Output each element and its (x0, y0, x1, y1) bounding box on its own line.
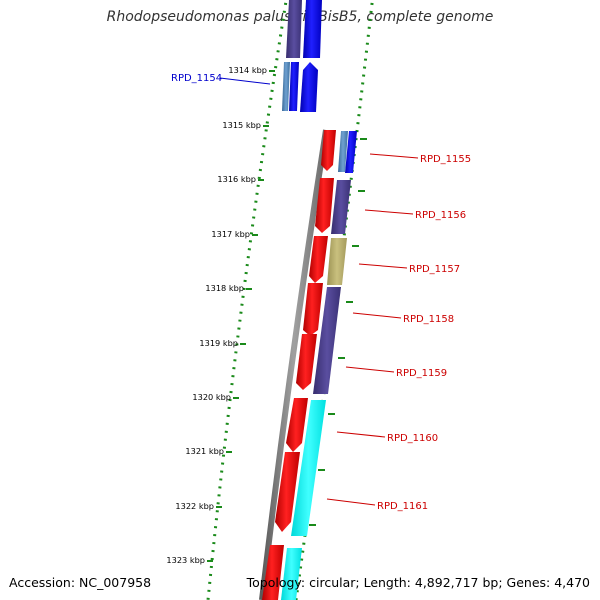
forward-gene-arrow (289, 62, 299, 111)
gene-block-rpd-1158-1159 (296, 283, 341, 394)
gene-label[interactable]: RPD_1156 (415, 210, 466, 221)
gene-label[interactable]: RPD_1157 (409, 264, 460, 275)
kbp-label: 1322 kbp (175, 501, 214, 511)
gene-label[interactable]: RPD_1154 (171, 73, 222, 84)
reverse-gene-arrow (309, 236, 328, 283)
gene-block-rpd-1155 (321, 130, 357, 173)
reverse-gene-arrow (275, 452, 300, 532)
forward-gene-arrow (345, 131, 357, 173)
gene-block-bottom (262, 545, 302, 600)
reverse-gene-arrow (296, 334, 317, 390)
gene-label[interactable]: RPD_1158 (403, 314, 454, 325)
reverse-gene-arrow (321, 130, 336, 171)
gene-label[interactable]: RPD_1159 (396, 368, 447, 379)
reverse-gene-arrow (286, 398, 308, 452)
steel-cog-bar (338, 131, 348, 172)
gene-strip-top (286, 0, 322, 58)
cyan-cog-bar (281, 548, 302, 600)
gene-leader-line (364, 209, 414, 215)
gene-leader-line (345, 366, 395, 373)
gene-label[interactable]: RPD_1155 (420, 154, 471, 165)
reverse-gene-arrow (303, 283, 323, 336)
forward-gene-arrow (303, 0, 322, 58)
gene-leader-line (358, 263, 408, 269)
steel-cog-bar (282, 62, 290, 111)
kbp-label: 1314 kbp (228, 65, 267, 75)
gene-label[interactable]: RPD_1161 (377, 501, 428, 512)
topology-text: Topology: circular; Length: 4,892,717 bp… (246, 575, 590, 590)
gene-block-rpd-1157 (309, 236, 347, 285)
cyan-cog-bar (291, 400, 326, 536)
gene-leader-line (336, 431, 386, 438)
purple-cog-bar (313, 287, 341, 394)
gene-labels: RPD_1154 RPD_1155 RPD_1156 RPD_1157 RPD_1158… (171, 73, 471, 512)
kbp-labels: 1314 kbp 1315 kbp 1316 kbp 1317 kbp 1318 kbp… (166, 65, 267, 565)
kbp-label: 1323 kbp (166, 555, 205, 565)
purple-cog-bar (286, 0, 302, 58)
kbp-label: 1321 kbp (185, 446, 224, 456)
gene-tick-marks (309, 138, 367, 526)
gene-leader-line (326, 498, 376, 506)
reverse-gene-arrow (315, 178, 334, 233)
accession-text: Accession: NC_007958 (9, 575, 152, 590)
gene-label[interactable]: RPD_1160 (387, 433, 438, 444)
gene-leader-line (369, 153, 419, 159)
kbp-label: 1315 kbp (222, 120, 261, 130)
purple-cog-bar (331, 180, 351, 234)
kbp-label: 1318 kbp (205, 283, 244, 293)
kbp-label: 1317 kbp (211, 229, 250, 239)
gene-block-rpd-1156 (315, 178, 351, 234)
kbp-label: 1320 kbp (192, 392, 231, 402)
gene-leader-line (352, 312, 402, 319)
kbp-tick-marks (207, 70, 275, 562)
khaki-cog-bar (327, 238, 347, 285)
forward-gene-arrow (300, 62, 318, 112)
kbp-label: 1319 kbp (199, 338, 238, 348)
gene-block-rpd-1160-1161 (275, 398, 326, 536)
genome-backbone (259, 129, 329, 600)
gene-block-rpd-1154 (282, 62, 318, 112)
reverse-gene-arrow (262, 545, 284, 600)
kbp-label: 1316 kbp (217, 174, 256, 184)
gene-leader-line (219, 77, 271, 85)
